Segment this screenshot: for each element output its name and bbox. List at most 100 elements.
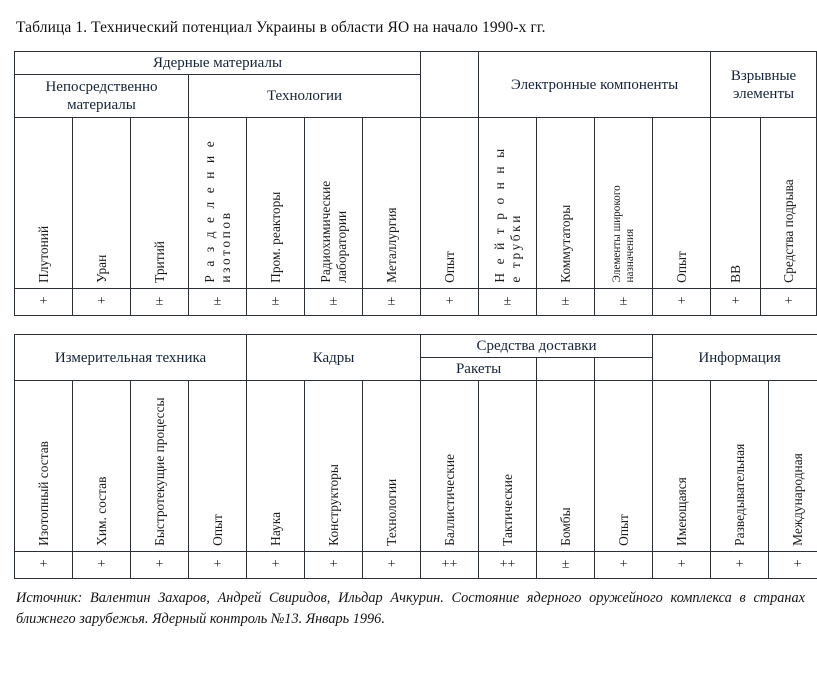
column-header-vertical: Баллистические [420, 380, 480, 553]
column-header-label: Быстротекущие процессы [151, 397, 167, 546]
table1-group-row-second: Непосредственно материалы Технологии [14, 74, 817, 119]
column-header-label: Металлургия [383, 207, 399, 283]
table-1: Ядерные материалы Электронные компоненты В… [13, 51, 817, 317]
value-cell: ++ [420, 551, 480, 580]
column-header-label: Имеющаяся [673, 476, 689, 546]
column-header-label: Элементы широкого назначения [610, 185, 636, 283]
column-header-vertical: Изотопный состав [14, 380, 73, 553]
group-subheader-blank [536, 357, 596, 382]
column-header-vertical: Тритий [130, 117, 189, 290]
column-header-label: Радиохимические лаборатории [317, 180, 349, 283]
column-header-vertical: Р а з д е л е н и е изотопов [188, 117, 247, 290]
column-header-label: Тритий [151, 240, 167, 283]
table2-group-row-top: Измерительная техника Кадры Средства доста… [13, 334, 817, 382]
column-header-vertical: Хим. состав [72, 380, 131, 553]
value-cell: + [710, 288, 762, 317]
value-cell: ± [246, 288, 305, 317]
column-header-label: ВВ [727, 264, 743, 283]
column-header-label: Тактические [499, 473, 515, 546]
value-cell: + [130, 551, 189, 580]
column-header-label: Изотопный состав [35, 440, 51, 546]
column-header-vertical: Коммутаторы [536, 117, 596, 290]
table2-value-row: + + + + + + + ++ ++ ± + + + + [14, 551, 817, 580]
column-header-label: Плутоний [35, 225, 51, 283]
value-cell: ± [594, 288, 654, 317]
table1-column-label-row: Плутоний Уран Тритий Р а з д е л е н и е из… [14, 117, 817, 290]
column-header-vertical: Пром. реакторы [246, 117, 305, 290]
column-header-label: Баллистические [441, 453, 457, 546]
column-header-vertical: Радиохимические лаборатории [304, 117, 363, 290]
value-cell: ± [188, 288, 247, 317]
column-header-label: Коммутаторы [557, 204, 573, 283]
value-cell: + [246, 551, 306, 580]
column-header-label: Технологии [383, 478, 399, 546]
group-header: Непосредственно материалы [14, 74, 189, 119]
value-cell: ± [304, 288, 363, 317]
column-header-vertical: Тактические [478, 380, 538, 553]
table-2: Измерительная техника Кадры Средства доста… [13, 334, 817, 580]
table-caption: Таблица 1. Технический потенциал Украины… [16, 19, 546, 36]
group-header: Средства доставки [420, 334, 654, 359]
group-header-blank [420, 51, 480, 118]
value-cell: ± [478, 288, 538, 317]
column-header-vertical: Бомбы [536, 380, 596, 553]
table1-value-row: + + ± ± ± ± ± + ± ± ± + + + [14, 288, 817, 317]
group-header: Кадры [246, 334, 422, 382]
table-spacer [14, 316, 803, 334]
value-cell: ± [361, 288, 422, 317]
value-cell: ± [536, 288, 596, 317]
column-header-label: Уран [93, 254, 109, 283]
value-cell: ++ [478, 551, 538, 580]
column-header-label: Наука [267, 511, 283, 546]
column-header-vertical: Международная [768, 380, 817, 553]
table2-group-row-second: Ракеты [15, 357, 817, 382]
column-header-vertical: Опыт [594, 380, 654, 553]
value-cell: + [710, 551, 770, 580]
column-header-vertical: Конструкторы [304, 380, 364, 553]
group-header: Технологии [187, 74, 422, 119]
column-header-label: Конструкторы [325, 463, 341, 546]
table1-group-row-top: Ядерные материалы Электронные компоненты В… [13, 51, 817, 119]
column-header-label: Пром. реакторы [267, 191, 283, 283]
value-cell: + [187, 551, 248, 580]
group-header: Ядерные материалы [13, 51, 422, 76]
source-note: Источник: Валентин Захаров, Андрей Свири… [16, 590, 805, 627]
column-header-label: Р а з д е л е н и е изотопов [201, 138, 233, 283]
column-header-vertical: Имеющаяся [652, 380, 712, 553]
value-cell: + [362, 551, 422, 580]
column-header-vertical: Опыт [652, 117, 712, 290]
group-header: Ракеты [420, 357, 538, 382]
column-header-vertical: Опыт [187, 380, 248, 553]
value-cell: + [652, 551, 712, 580]
column-header-label: Средства подрыва [780, 178, 796, 283]
column-header-label: Хим. состав [93, 476, 109, 546]
value-cell: + [72, 551, 131, 580]
value-cell: ± [130, 288, 189, 317]
group-header: Взрывные элементы [710, 51, 817, 119]
value-cell: + [594, 551, 654, 580]
value-cell: + [72, 288, 131, 317]
column-header-vertical: Средства подрыва [760, 117, 817, 290]
column-header-vertical: Быстротекущие процессы [130, 380, 189, 553]
value-cell: + [760, 288, 817, 317]
column-header-vertical: Уран [72, 117, 131, 290]
column-header-vertical: Опыт [420, 117, 480, 290]
column-header-label: Разведывательная [731, 443, 747, 546]
value-cell: + [14, 551, 73, 580]
column-header-label: Международная [789, 452, 805, 546]
column-header-label: Опыт [615, 513, 631, 546]
value-cell: + [304, 551, 364, 580]
group-header: Электронные компоненты [478, 51, 712, 119]
value-cell: + [14, 288, 73, 317]
value-cell: ± [536, 551, 596, 580]
value-cell: + [768, 551, 817, 580]
group-subheader-blank [594, 357, 654, 382]
column-header-vertical: Н е й т р о н н ы е трубки [478, 117, 538, 290]
column-header-vertical: Наука [246, 380, 306, 553]
column-header-vertical: Разведывательная [710, 380, 770, 553]
column-header-vertical: Технологии [362, 380, 422, 553]
column-header-vertical: Плутоний [14, 117, 73, 290]
column-header-label: Бомбы [557, 506, 573, 546]
value-cell: + [420, 288, 480, 317]
